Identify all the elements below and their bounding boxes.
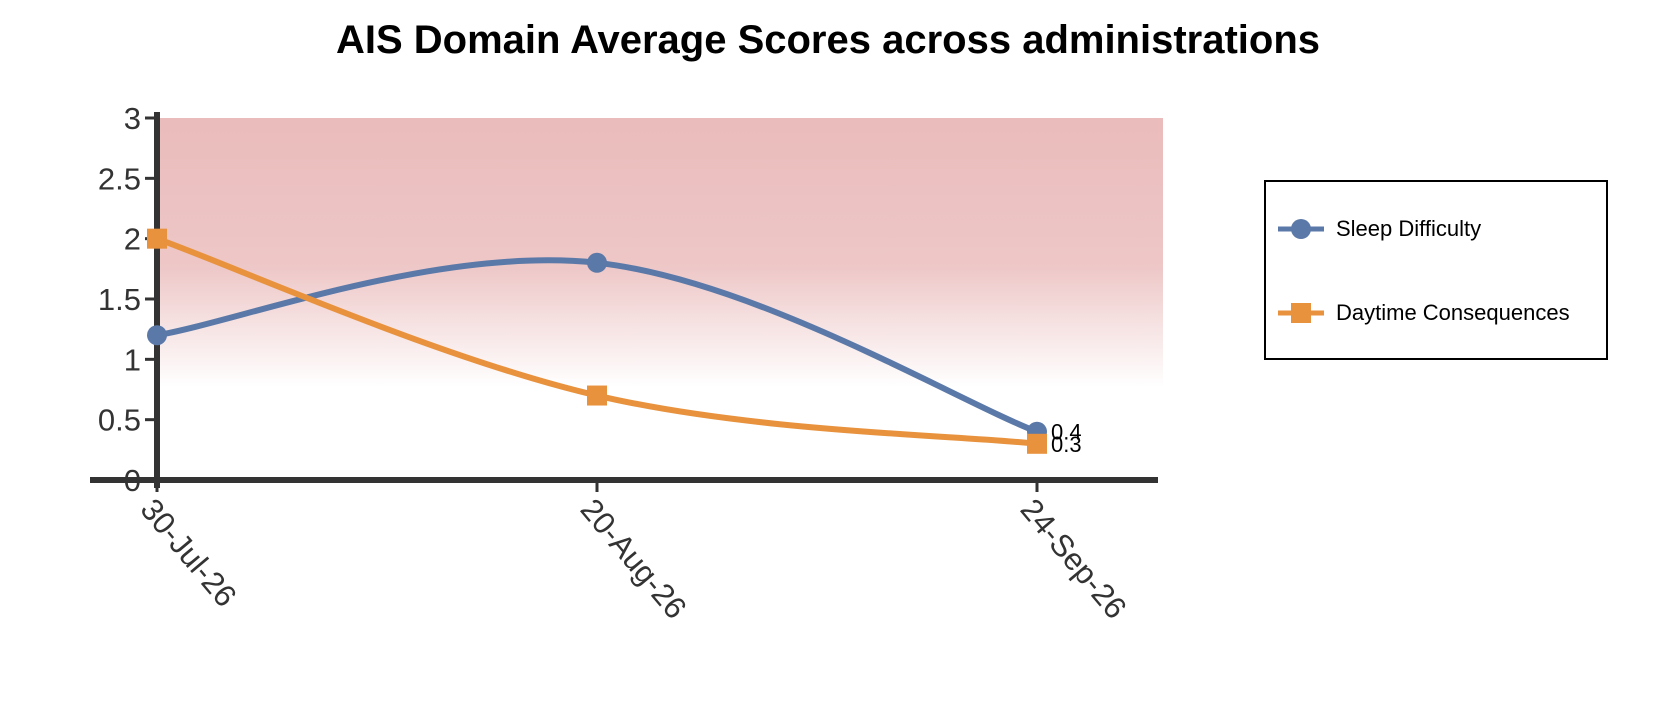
highlight-band: [157, 118, 1163, 388]
legend-item-daytime-consequences: Daytime Consequences: [1276, 298, 1570, 328]
data-label-sleep-difficulty: 0.4: [1051, 420, 1082, 445]
data-point-sleep-difficulty: [587, 252, 607, 273]
y-tick-label: 2.5: [98, 161, 141, 196]
legend-label: Daytime Consequences: [1336, 300, 1570, 325]
y-tick-label: 2: [124, 222, 141, 257]
y-tick-label: 1.5: [98, 282, 141, 317]
legend: Sleep Difficulty Daytime Consequences: [1264, 180, 1608, 360]
legend-swatch-square-icon: [1276, 298, 1326, 328]
y-tick-label: 1: [124, 342, 141, 377]
data-point-daytime-consequences: [587, 385, 607, 406]
data-point-sleep-difficulty: [147, 325, 167, 346]
legend-swatch-circle-icon: [1276, 214, 1326, 244]
chart-title: AIS Domain Average Scores across adminis…: [335, 18, 1321, 62]
x-tick-label: 20-Aug-26: [574, 492, 694, 625]
data-point-daytime-consequences: [147, 228, 167, 249]
legend-item-sleep-difficulty: Sleep Difficulty: [1276, 214, 1481, 244]
data-point-daytime-consequences: [1027, 433, 1047, 454]
legend-label: Sleep Difficulty: [1336, 216, 1482, 241]
data-label-daytime-consequences: 0.3: [1051, 432, 1082, 457]
x-tick-label: 24-Sep-26: [1014, 492, 1134, 625]
x-tick-label: 30-Jul-26: [134, 492, 244, 614]
y-tick-label: 0: [124, 463, 141, 498]
y-tick-label: 0.5: [98, 403, 141, 438]
y-tick-label: 3: [124, 101, 141, 136]
